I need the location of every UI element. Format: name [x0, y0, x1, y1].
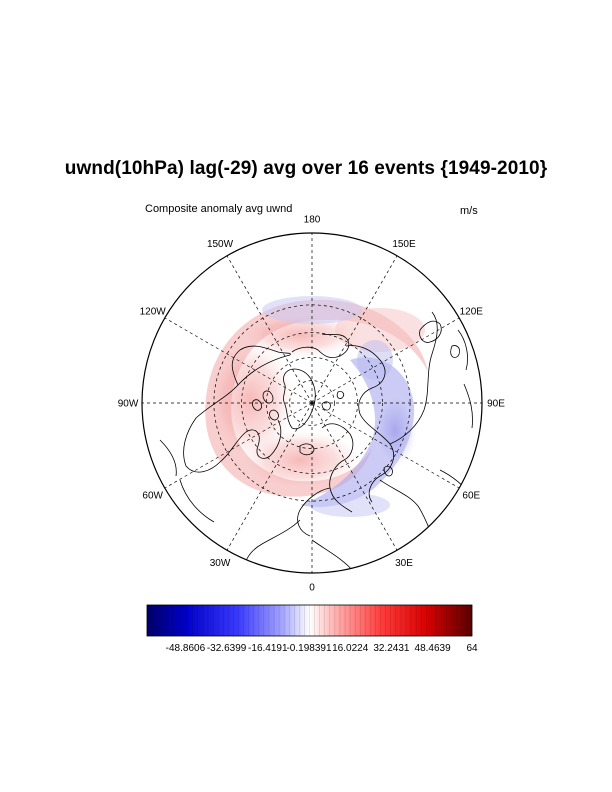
coastline-svalbard [321, 391, 345, 411]
longitude-label: 90W [118, 399, 139, 410]
coastline-caspian [383, 466, 393, 477]
colorbar-tick-label: 32.2431 [373, 643, 410, 654]
latitude-circle [241, 332, 383, 474]
longitude-label: 90E [487, 399, 505, 410]
coastline-asia [345, 311, 438, 503]
longitude-label: 0 [309, 583, 315, 594]
coastline-africa [244, 519, 360, 573]
colorbar-tick-labels: -48.8606 -32.6399 -16.4191-0.198391 16.0224… [166, 643, 478, 654]
coastline-canadian-archipelago [252, 390, 279, 421]
positive-anomaly-outer [335, 308, 425, 352]
meridian-line [311, 317, 460, 404]
colorbar-tick-label: -16.4191 [248, 643, 288, 654]
negative-anomaly-core [373, 392, 417, 468]
colorbar-fill [147, 605, 472, 636]
negative-anomaly-region [300, 357, 415, 508]
coastline-outer [159, 329, 473, 523]
colorbar-frame [146, 604, 473, 637]
anomaly-field [205, 296, 428, 517]
longitude-label: 120E [460, 307, 484, 318]
latitude-circle [266, 357, 358, 449]
longitude-label: 60W [142, 491, 163, 502]
plot-title: uwnd(10hPa) lag(-29) avg over 16 events … [64, 158, 548, 179]
coastline-greenland [283, 368, 316, 430]
colorbar-tick-label: 64 [466, 643, 478, 654]
positive-anomaly-core [240, 430, 360, 490]
negative-anomaly-outer [310, 493, 390, 517]
colorbar-tick-label: 48.4639 [415, 643, 452, 654]
negative-anomaly-outer [357, 340, 393, 380]
map-border [141, 232, 483, 574]
coastline-europe [297, 423, 354, 537]
coastline-north-america [183, 345, 291, 473]
units-label: m/s [460, 205, 478, 217]
longitude-label: 150W [207, 239, 234, 250]
colorbar-boxes [151, 605, 468, 636]
meridian-line [311, 402, 398, 551]
positive-anomaly-core [240, 313, 360, 357]
meridian-line [311, 255, 398, 404]
meridian-line [226, 255, 313, 404]
left-subtitle: Composite anomaly avg uwnd [145, 203, 293, 215]
meridian-line [164, 317, 313, 404]
meridian-line [311, 402, 460, 489]
coastline-iceland [299, 443, 315, 456]
longitude-label: 30E [395, 558, 413, 569]
longitude-label: 30W [210, 558, 231, 569]
graticule [142, 233, 482, 573]
longitude-label: 120W [140, 307, 167, 318]
meridian-line [164, 402, 313, 489]
longitude-label: 60E [462, 491, 480, 502]
longitude-label: 150E [392, 239, 416, 250]
meridian-line [226, 402, 313, 551]
colorbar: -48.8606 -32.6399 -16.4191-0.198391 16.0224… [146, 604, 478, 654]
positive-anomaly-core [205, 340, 295, 460]
colorbar-tick-label: -48.8606 [166, 643, 206, 654]
colorbar-tick-label: -0.198391 [286, 643, 331, 654]
coastline-kamchatka [419, 320, 460, 358]
longitude-labels: 180 150W 150E 120W 120E 90W 90E 60W 60E 30W 30E 0 [118, 215, 506, 594]
coastline-arabia [379, 469, 471, 545]
colorbar-tick-label: -32.6399 [207, 643, 247, 654]
colorbar-tick-label: 16.0224 [332, 643, 369, 654]
longitude-label: 180 [304, 215, 321, 226]
coastline-alaska [291, 333, 350, 358]
